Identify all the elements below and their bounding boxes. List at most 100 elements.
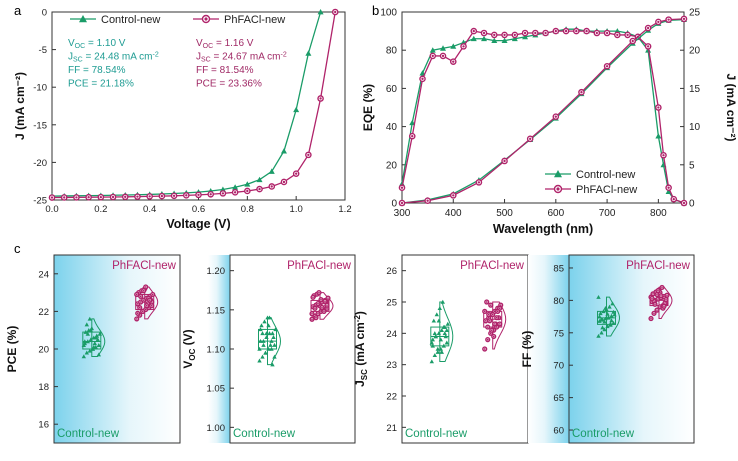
- point-a-ph-core: [124, 195, 127, 199]
- group-label-control: Control-new: [57, 428, 120, 440]
- panel-side-glow: [528, 255, 569, 443]
- y-tick-label-c: 60: [553, 426, 564, 437]
- point-b-ph-core: [462, 45, 465, 48]
- point-a-ph-core: [209, 193, 212, 196]
- point-a-ph-core: [282, 180, 286, 184]
- point-a-control: [256, 176, 263, 183]
- stat-point-ph-core: [659, 306, 661, 308]
- stat-point-control: [266, 323, 271, 328]
- point-a-ph-core: [221, 192, 225, 195]
- stat-point-control: [440, 299, 445, 304]
- y-axis-label-c: PCE (%): [5, 326, 19, 373]
- stat-point-control: [445, 321, 450, 326]
- stat-point-control: [266, 346, 271, 351]
- stat-point-ph-core: [488, 319, 491, 322]
- point-a-ph-core: [99, 195, 103, 199]
- y-tick-label-c: 24: [386, 329, 397, 340]
- stat-point-control: [85, 339, 90, 344]
- group-label-ph: PhFACl-new: [626, 260, 691, 272]
- point-b-ph-core: [554, 29, 557, 33]
- point-b-ph-core: [575, 29, 578, 33]
- y-tick-label-a: 0: [42, 8, 47, 19]
- stat-point-ph-core: [324, 300, 326, 303]
- y-axis-label-b: EQE (%): [361, 84, 375, 131]
- y2-axis-label-b: J (mA cm⁻²): [724, 74, 738, 142]
- stat-point-ph-core: [314, 307, 316, 310]
- point-b-ph-core: [426, 199, 429, 202]
- point-b-ph-core: [493, 33, 496, 37]
- annotation-a: PCE = 21.18%: [68, 79, 134, 90]
- stat-point-control: [441, 324, 446, 329]
- point-b-ph-core: [662, 154, 665, 157]
- stat-point-ph-core: [652, 293, 654, 295]
- point-a-ph-core: [294, 172, 298, 175]
- y-tick-label-c: 80: [553, 296, 564, 307]
- stat-point-control: [599, 316, 604, 321]
- legend-marker-b: [554, 170, 562, 178]
- point-a-ph-core: [258, 187, 261, 191]
- panel-label-b: b: [372, 3, 379, 18]
- x-tick-label-b: 700: [599, 208, 616, 219]
- y-tick-label-b: 0: [391, 199, 397, 210]
- y-tick-label-c: 18: [38, 382, 49, 393]
- stat-point-ph-core: [484, 319, 487, 322]
- point-b-ph-core: [421, 77, 424, 81]
- point-b-ph-core: [682, 17, 686, 21]
- stat-point-control: [84, 350, 89, 355]
- y2-tick-label-b: 20: [689, 46, 701, 57]
- annotation-a: PCE = 23.36%: [196, 79, 262, 90]
- stat-point-control: [596, 333, 601, 338]
- annotation-a: FF = 81.54%: [196, 65, 254, 76]
- legend-marker-a: [79, 15, 87, 23]
- stat-point-ph-core: [661, 286, 663, 289]
- stat-point-control: [81, 343, 86, 347]
- stat-point-control: [438, 337, 443, 342]
- stat-point-control: [610, 301, 615, 306]
- stats-panel-2: 1.00 1.05 1.10 1.15 1.20 VOC (V) PhFACl-new Con…: [181, 254, 356, 444]
- point-a-ph-core: [75, 196, 78, 199]
- stat-point-control: [434, 312, 439, 317]
- point-b-ph-core: [657, 20, 660, 24]
- panel-label-a: a: [14, 3, 22, 18]
- panel-label-c: c: [14, 241, 21, 256]
- y2-tick-label-b: 5: [689, 160, 695, 171]
- stat-point-ph-core: [135, 318, 138, 320]
- y-tick-label-c: 85: [553, 263, 564, 274]
- stat-point-control: [269, 346, 274, 351]
- point-b-control: [450, 43, 457, 49]
- stat-point-ph-core: [321, 306, 323, 309]
- x-tick-label-a: 0.0: [45, 204, 58, 215]
- point-a-ph-core: [172, 194, 176, 197]
- annotation-a: VOC = 1.10 V: [68, 38, 126, 50]
- stat-point-control: [435, 349, 440, 354]
- x-tick-label-b: 300: [394, 208, 411, 219]
- x-tick-label-b: 800: [650, 208, 667, 219]
- point-a-ph-core: [185, 194, 188, 197]
- stat-point-ph-core: [327, 297, 329, 299]
- point-a-control: [232, 184, 239, 190]
- stat-point-control: [261, 342, 266, 347]
- y-tick-label-b: 80: [386, 46, 398, 57]
- stat-point-control: [260, 354, 265, 359]
- stat-point-ph-core: [496, 310, 499, 313]
- stat-point-ph-core: [483, 310, 486, 313]
- stat-point-control: [432, 353, 437, 358]
- stat-point-control: [599, 330, 604, 335]
- point-b-control: [429, 47, 436, 53]
- point-a-ph-core: [307, 153, 310, 157]
- point-b-ph-core: [585, 29, 588, 33]
- point-b-control: [491, 37, 498, 44]
- stat-point-control: [272, 342, 277, 347]
- point-b-control: [511, 35, 518, 42]
- stat-point-control: [84, 322, 89, 327]
- point-b-ph-core: [472, 29, 475, 33]
- point-b-ph-core: [605, 65, 609, 68]
- violin-outline: [91, 318, 106, 358]
- stat-point-ph-core: [326, 304, 328, 306]
- point-a-control: [293, 106, 300, 113]
- y-axis-label-c: VOC (V): [181, 329, 197, 368]
- stat-point-ph-core: [487, 316, 490, 319]
- y2-tick-label-b: 25: [689, 8, 701, 19]
- stat-point-control: [608, 321, 613, 326]
- y-tick-label-c: 23: [386, 360, 397, 371]
